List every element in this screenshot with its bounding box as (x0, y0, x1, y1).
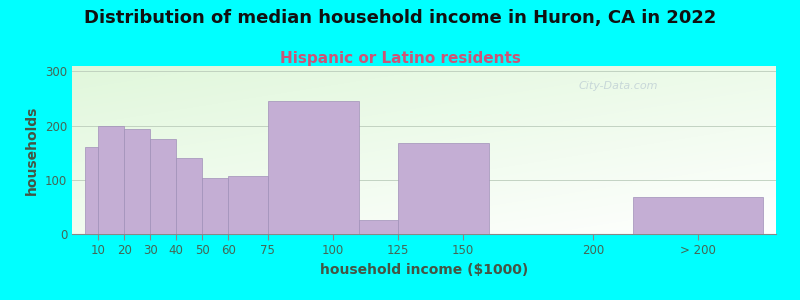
Bar (202, 178, 229, 234)
Bar (267, 101, 359, 234)
Y-axis label: households: households (26, 105, 39, 195)
Bar (359, 220, 398, 234)
Bar (150, 139, 176, 234)
Bar (176, 158, 202, 234)
Bar (633, 197, 763, 234)
Bar (98, 126, 124, 234)
Bar (85, 147, 98, 234)
Bar (124, 129, 150, 234)
Bar (229, 176, 267, 234)
Text: Hispanic or Latino residents: Hispanic or Latino residents (279, 51, 521, 66)
X-axis label: household income ($1000): household income ($1000) (320, 263, 528, 277)
Text: City-Data.com: City-Data.com (579, 81, 658, 91)
Bar (398, 143, 489, 234)
Text: Distribution of median household income in Huron, CA in 2022: Distribution of median household income … (84, 9, 716, 27)
